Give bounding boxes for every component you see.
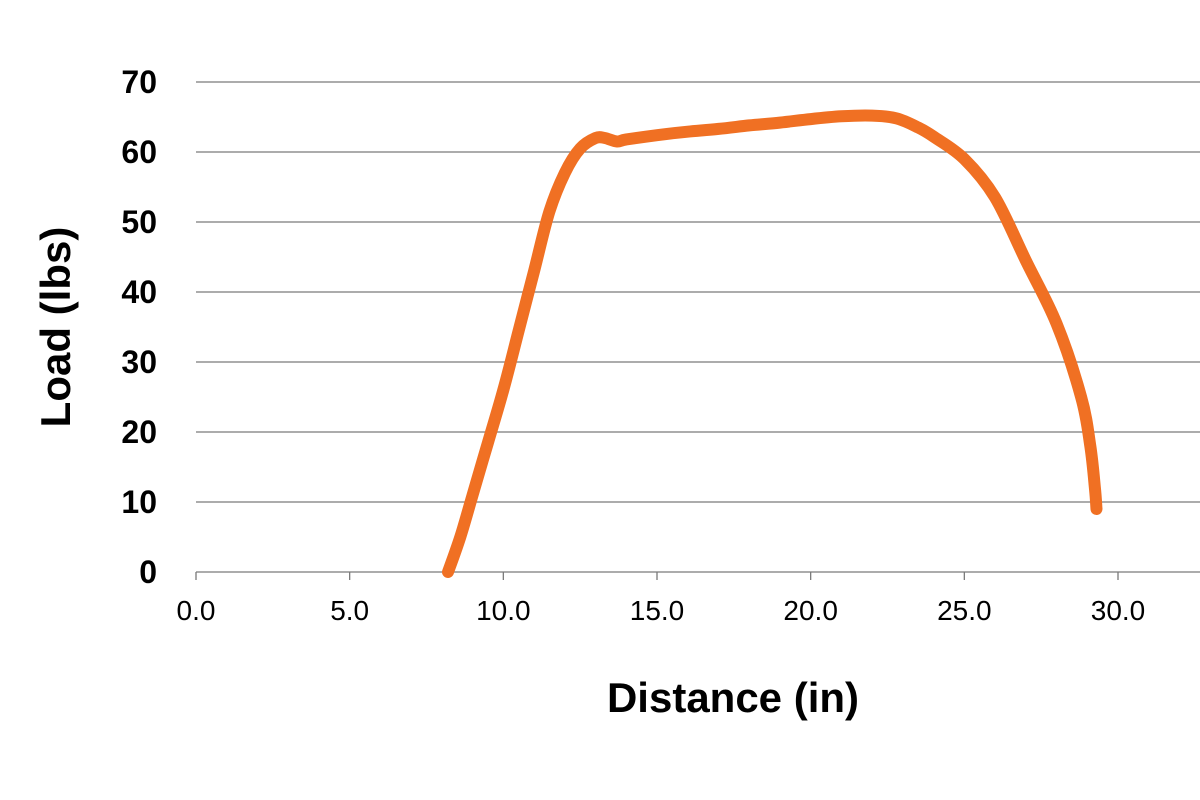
y-tick-label: 60 — [121, 134, 157, 170]
series-line-0 — [442, 109, 1103, 578]
y-tick-label: 50 — [121, 204, 157, 240]
x-tick-label: 0.0 — [177, 595, 216, 626]
x-axis-title: Distance (in) — [607, 674, 859, 721]
y-tick-label: 70 — [121, 64, 157, 100]
x-tick-label: 5.0 — [330, 595, 369, 626]
x-tick-label: 15.0 — [630, 595, 685, 626]
x-tick-label: 10.0 — [476, 595, 531, 626]
x-tick-label: 25.0 — [937, 595, 992, 626]
y-axis-title: Load (lbs) — [32, 227, 79, 428]
y-axis-ticks: 0 10 20 30 40 50 60 70 — [121, 64, 157, 590]
y-tick-label: 10 — [121, 484, 157, 520]
series-layer — [442, 109, 1103, 578]
x-axis-ticks: 0.0 5.0 10.0 15.0 20.0 25.0 30.0 — [177, 572, 1146, 626]
y-tick-label: 30 — [121, 344, 157, 380]
y-tick-label: 20 — [121, 414, 157, 450]
gridlines — [196, 81, 1200, 573]
x-tick-label: 20.0 — [783, 595, 838, 626]
y-tick-label: 40 — [121, 274, 157, 310]
x-tick-label: 30.0 — [1091, 595, 1146, 626]
y-tick-label: 0 — [139, 554, 157, 590]
